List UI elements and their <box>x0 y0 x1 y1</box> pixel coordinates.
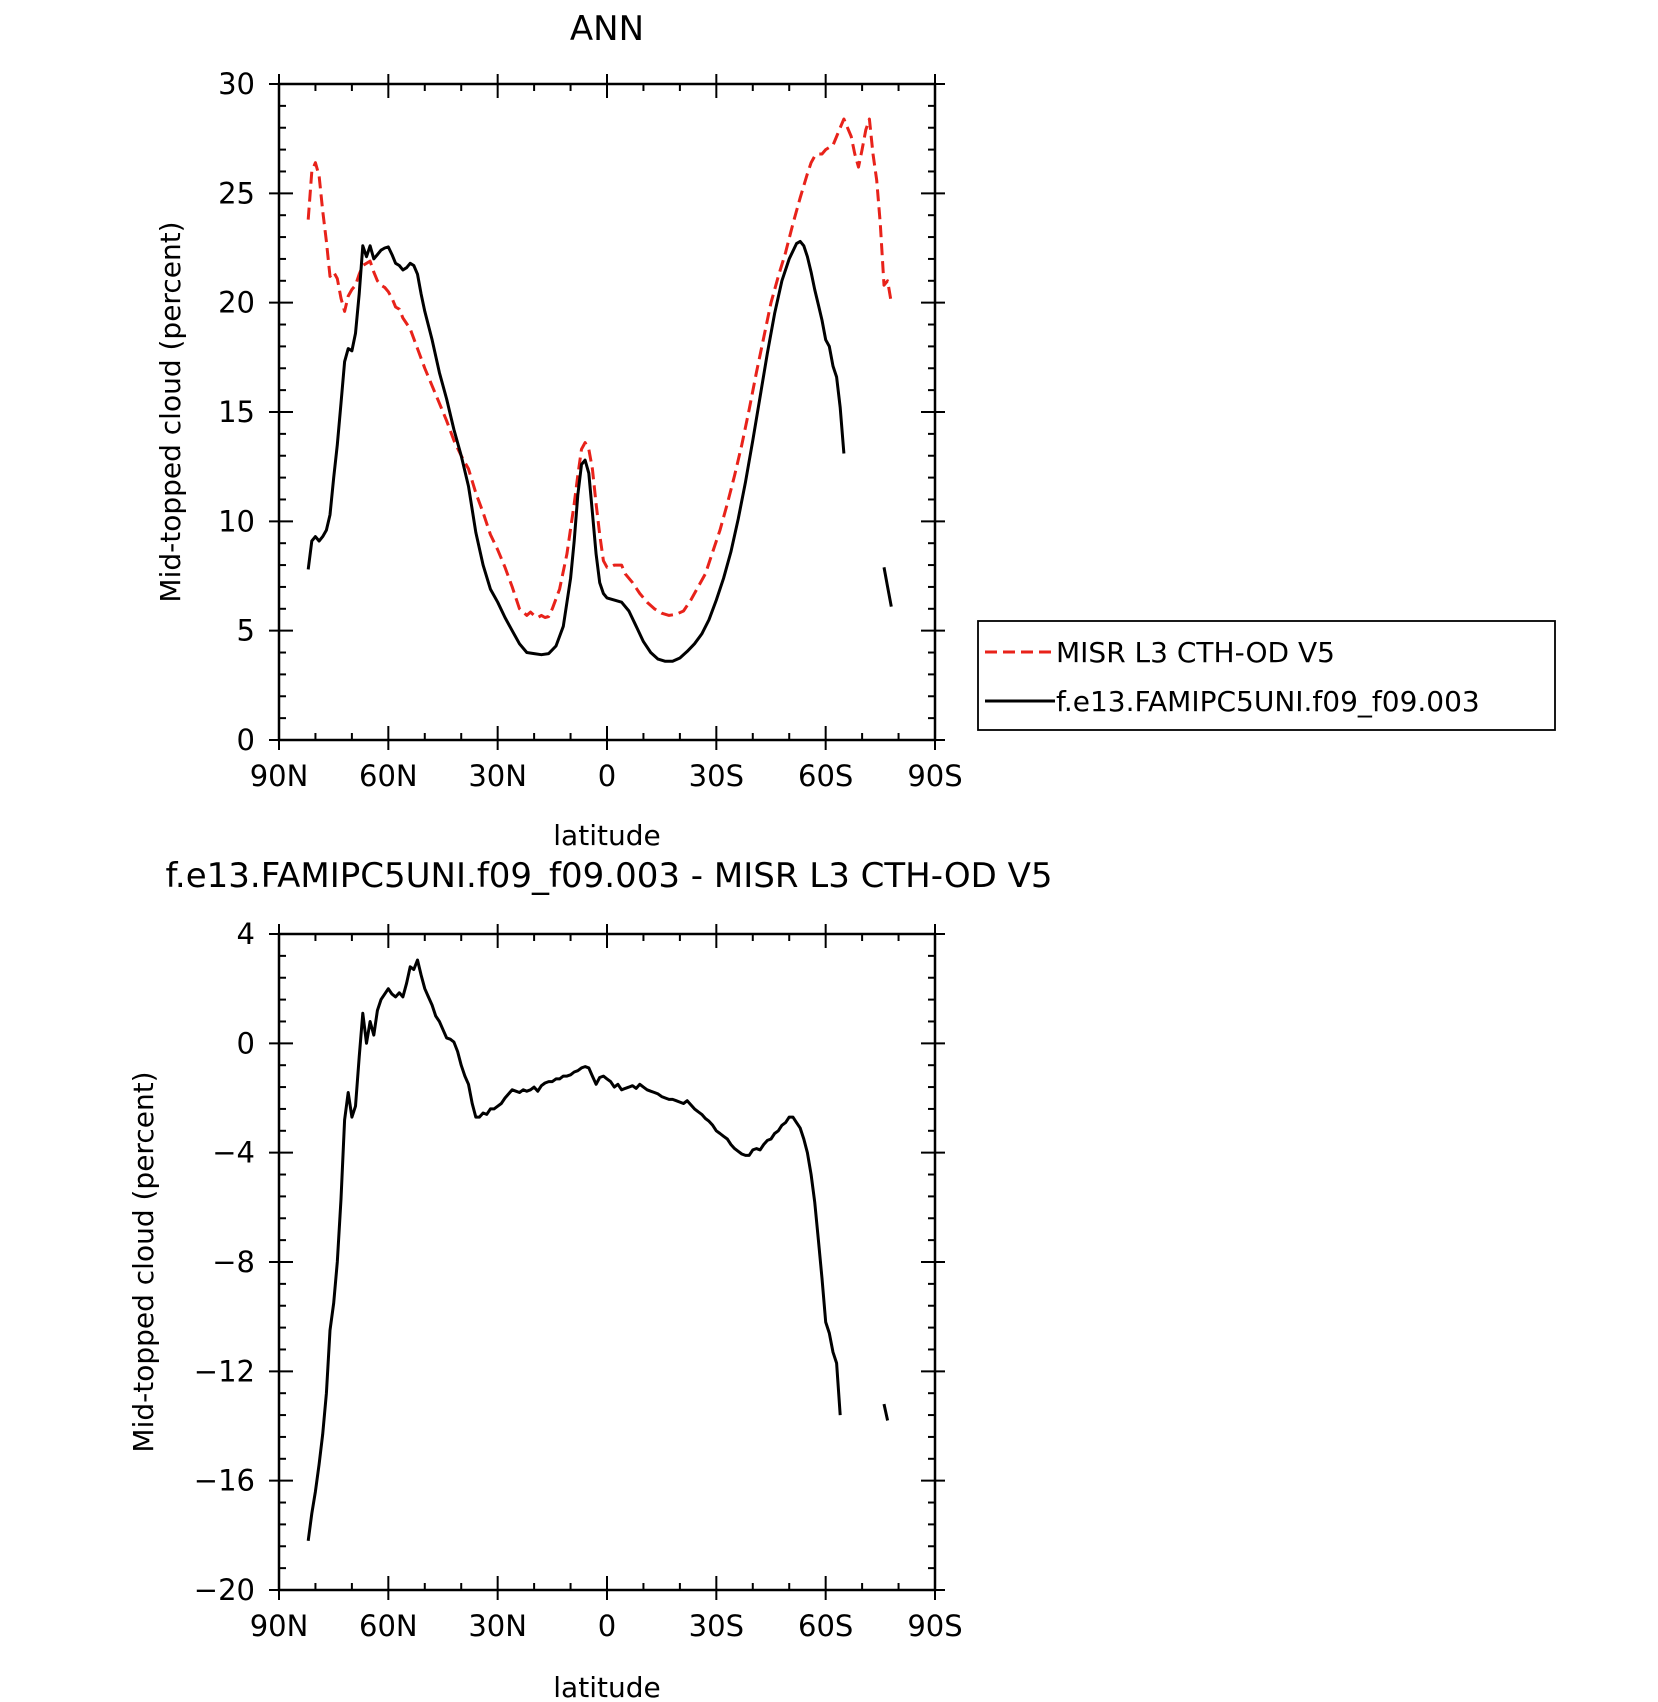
x-tick-label: 30S <box>689 759 744 793</box>
series-line-misr <box>306 117 893 619</box>
x-tick-label: 90N <box>250 759 309 793</box>
bottom-y-axis-label: Mid-topped cloud (percent) <box>127 1071 160 1452</box>
x-tick-label: 0 <box>598 759 616 793</box>
y-tick-label: −4 <box>212 1136 255 1170</box>
series-line-difference <box>306 958 842 1541</box>
bottom-panel: f.e13.FAMIPC5UNI.f09_f09.003 - MISR L3 C… <box>127 856 1053 1702</box>
y-tick-label: −8 <box>212 1245 255 1279</box>
y-tick-label: 30 <box>218 67 255 101</box>
x-tick-label: 90S <box>907 759 962 793</box>
bottom-x-axis-label: latitude <box>553 1671 660 1702</box>
y-tick-label: −12 <box>194 1354 255 1388</box>
x-tick-label: 90N <box>250 1609 309 1643</box>
top-y-axis-label: Mid-topped cloud (percent) <box>154 221 187 602</box>
x-tick-label: 30N <box>468 1609 527 1643</box>
y-tick-label: 0 <box>237 723 255 757</box>
y-tick-label: 20 <box>218 286 255 320</box>
legend-label-model: f.e13.FAMIPC5UNI.f09_f09.003 <box>1056 685 1480 718</box>
x-tick-label: 60S <box>798 759 853 793</box>
series-line-f.e13.famipc5uni.f09_f09.003 <box>882 567 893 607</box>
legend: MISR L3 CTH-OD V5 f.e13.FAMIPC5UNI.f09_f… <box>977 620 1556 731</box>
top-plot-frame <box>277 82 937 742</box>
legend-box <box>977 620 1556 731</box>
y-tick-label: 15 <box>218 395 255 429</box>
y-tick-label: 10 <box>218 504 255 538</box>
bottom-plot-frame <box>277 932 937 1592</box>
y-tick-label: 0 <box>237 1026 255 1060</box>
series-line-difference <box>882 1403 890 1421</box>
y-tick-label: −20 <box>194 1573 255 1607</box>
y-tick-label: −16 <box>194 1464 255 1498</box>
x-tick-label: 0 <box>598 1609 616 1643</box>
top-chart-title: ANN <box>570 9 644 49</box>
top-x-axis-label: latitude <box>553 819 660 852</box>
series-line-f.e13.famipc5uni.f09_f09.003 <box>306 239 846 663</box>
x-tick-label: 60N <box>359 759 418 793</box>
x-tick-label: 60N <box>359 1609 418 1643</box>
y-tick-label: 4 <box>237 917 255 951</box>
y-tick-label: 5 <box>237 614 255 648</box>
legend-label-misr: MISR L3 CTH-OD V5 <box>1056 636 1335 669</box>
bottom-chart-title: f.e13.FAMIPC5UNI.f09_f09.003 - MISR L3 C… <box>165 856 1052 896</box>
x-tick-label: 30N <box>468 759 527 793</box>
x-tick-label: 90S <box>907 1609 962 1643</box>
x-tick-label: 30S <box>689 1609 744 1643</box>
y-tick-label: 25 <box>218 176 255 210</box>
top-panel: ANN 0 5 10 15 20 25 30 90N 60N 30N 0 30S 60S 90S lat… <box>154 9 1556 852</box>
x-tick-label: 60S <box>798 1609 853 1643</box>
